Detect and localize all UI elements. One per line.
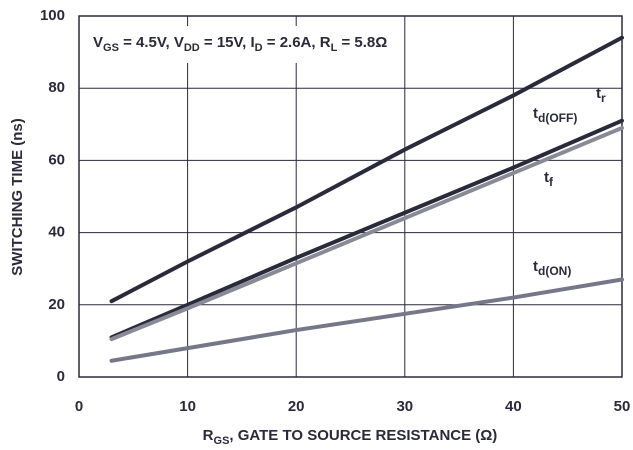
y-tick-label: 80: [48, 79, 65, 96]
subscript: L: [331, 42, 338, 54]
series-line: [109, 35, 624, 304]
y-tick-label: 0: [57, 368, 65, 385]
y-axis-title: SWITCHING TIME (ns): [9, 118, 26, 276]
annotation: VGS = 4.5V, VDD = 15V, ID = 2.6A, RL = 5…: [93, 34, 387, 54]
subscript: f: [549, 175, 554, 189]
x-tick-label: 50: [614, 398, 631, 415]
text-part: t: [533, 258, 538, 275]
y-tick-label: 40: [48, 224, 65, 241]
text-part: R: [203, 427, 214, 444]
x-tick-label: 10: [179, 398, 196, 415]
text-part: t: [544, 169, 549, 186]
y-tick-label: 20: [48, 296, 65, 313]
text-part: t: [533, 105, 538, 122]
text-part: t: [596, 85, 601, 102]
plot-border: [78, 15, 623, 378]
series-label: tr: [596, 85, 606, 105]
y-tick-label: 100: [40, 7, 65, 24]
series-label: td(ON): [533, 258, 571, 278]
subscript: d(ON): [538, 264, 571, 278]
subscript: GS: [103, 42, 119, 54]
series-label: td(OFF): [533, 105, 577, 125]
text-part: = 2.6A, R: [263, 34, 331, 51]
series-line: [109, 277, 624, 363]
series-line: [109, 125, 624, 342]
annotation-box: [84, 26, 336, 63]
subscript: r: [601, 91, 606, 105]
series-line: [109, 118, 624, 340]
x-tick-label: 20: [288, 398, 305, 415]
series-label: tf: [544, 169, 554, 189]
subscript: GS: [214, 435, 230, 447]
y-tick-label: 60: [48, 151, 65, 168]
subscript: D: [255, 42, 263, 54]
text-part: V: [93, 34, 103, 51]
x-axis-title: RGS, GATE TO SOURCE RESISTANCE (Ω): [203, 427, 498, 447]
subscript: DD: [184, 42, 200, 54]
x-tick-label: 40: [505, 398, 522, 415]
subscript: d(OFF): [538, 111, 577, 125]
x-tick-label: 30: [396, 398, 413, 415]
text-part: = 15V, I: [200, 34, 255, 51]
text-part: = 5.8Ω: [337, 34, 387, 51]
text-part: , GATE TO SOURCE RESISTANCE (Ω): [229, 427, 497, 444]
x-tick-label: 0: [75, 398, 83, 415]
text-part: = 4.5V, V: [119, 34, 184, 51]
